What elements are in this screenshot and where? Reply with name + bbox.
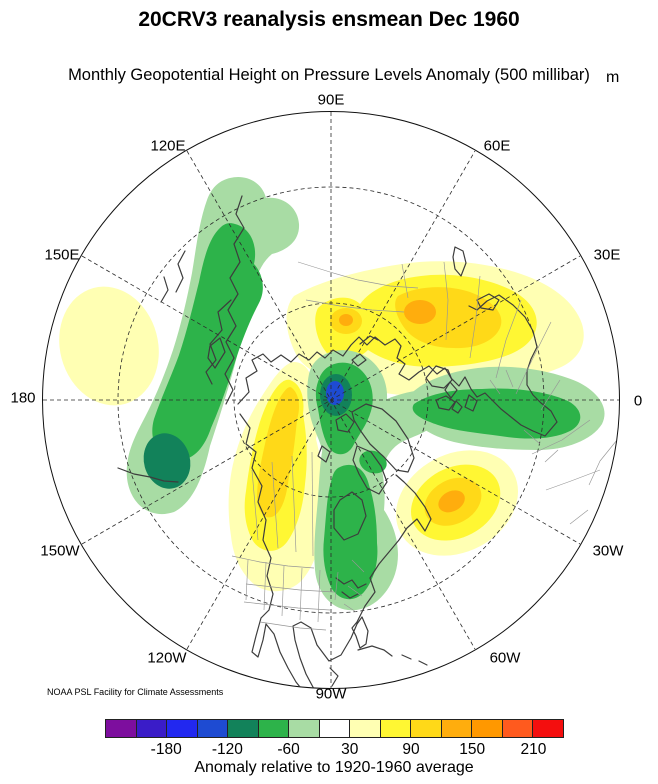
atlantic-positive-blob xyxy=(395,450,519,556)
colorbar-cell xyxy=(289,720,320,737)
colorbar-cell xyxy=(502,720,534,737)
lon-label-150w: 150W xyxy=(40,542,80,560)
colorbar-cell xyxy=(472,720,503,737)
north-america-gold-core xyxy=(257,387,300,518)
lon-label-60e: 60E xyxy=(483,137,511,155)
map-boundary-circle xyxy=(42,111,620,689)
colorbar-caption: Anomaly relative to 1920-1960 average xyxy=(194,759,474,776)
atlantic-orange-core xyxy=(438,490,465,513)
colorbar-cell xyxy=(258,720,290,737)
colorbar-cell xyxy=(350,720,381,737)
lon-label-90w: 90W xyxy=(315,685,347,703)
urals-orange-core xyxy=(404,300,436,324)
lon-label-90e: 90E xyxy=(317,91,345,109)
pacific-positive-blob xyxy=(59,286,159,406)
colorbar-tick-label: -60 xyxy=(277,741,300,758)
lon-label-60w: 60W xyxy=(489,649,521,667)
colorbar-cell xyxy=(197,720,229,737)
colorbar-tick-label: 90 xyxy=(402,741,420,758)
page-title: 20CRV3 reanalysis ensmean Dec 1960 xyxy=(138,8,520,31)
colorbar-cell xyxy=(533,720,563,737)
colorbar-cell xyxy=(167,720,198,737)
colorbar-tick-label: -120 xyxy=(211,741,243,758)
plot-subtitle: Monthly Geopotential Height on Pressure … xyxy=(68,66,590,84)
colorbar-tick-labels: -180 -120 -60 30 90 150 210 xyxy=(105,741,564,759)
east-asia-negative-inner xyxy=(152,223,263,460)
taymyr-orange-core xyxy=(339,314,353,326)
lon-label-120e: 120E xyxy=(150,137,186,155)
lon-label-150e: 150E xyxy=(44,246,80,264)
colorbar-tick-label: 210 xyxy=(520,741,547,758)
colorbar-cell xyxy=(136,720,168,737)
colorbar-tick-label: 150 xyxy=(459,741,486,758)
lon-label-30e: 30E xyxy=(593,246,621,264)
quebec-negative-inner xyxy=(323,464,378,600)
south-greenland-green xyxy=(359,450,387,474)
noaa-credit: NOAA PSL Facility for Climate Assessment… xyxy=(47,687,224,697)
colorbar-cell xyxy=(380,720,412,737)
map-fill-layers xyxy=(43,112,619,688)
coastlines xyxy=(117,195,558,688)
units-label: m xyxy=(606,69,620,86)
colorbar-tick-label: -180 xyxy=(150,741,182,758)
colorbar-cell xyxy=(411,720,442,737)
lon-label-180: 180 xyxy=(10,389,36,407)
lon-label-120w: 120W xyxy=(147,649,187,667)
colorbar-cell xyxy=(228,720,259,737)
colorbar xyxy=(105,719,564,738)
colorbar-cell xyxy=(106,720,137,737)
colorbar-cell xyxy=(441,720,473,737)
lon-label-0: 0 xyxy=(633,392,643,410)
colorbar-cell xyxy=(319,720,351,737)
colorbar-tick-label: 30 xyxy=(341,741,359,758)
kamchatka-teal-core xyxy=(143,433,191,489)
lon-label-30w: 30W xyxy=(592,542,624,560)
